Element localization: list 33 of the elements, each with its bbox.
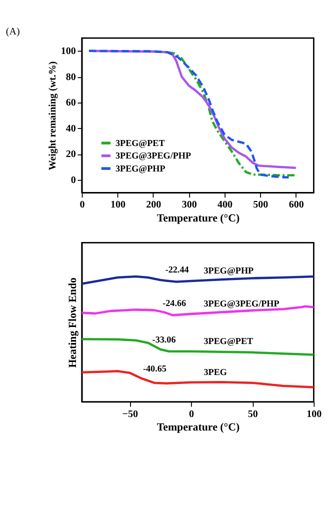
x-tick-label: 500	[253, 200, 268, 211]
y-axis-title: Heating Flow Endo	[66, 276, 79, 368]
annotation: -24.66	[162, 298, 187, 308]
y-tick-label: 20	[66, 149, 76, 160]
annotation: -33.06	[152, 334, 176, 344]
legend-label: 3PEG@PET	[115, 138, 165, 148]
series-label: 3PEG@PHP	[204, 266, 254, 276]
x-tick-label: 50	[248, 408, 258, 420]
y-tick-label: 0	[70, 174, 76, 186]
y-tick-label: 100	[60, 46, 76, 58]
x-tick-label: −50	[122, 408, 138, 420]
y-tick-label: 60	[66, 98, 76, 109]
legend-label: 3PEG@3PEG/PHP	[115, 150, 192, 161]
x-tick-label: 0	[188, 408, 194, 420]
x-axis-title: Temperature (°C)	[156, 421, 240, 434]
y-tick-label: 40	[66, 123, 76, 134]
x-tick-label: 300	[182, 200, 197, 211]
chart-title: (A)	[6, 26, 20, 38]
x-tick-label: 100	[306, 408, 322, 420]
legend-label: 3PEG@PHP	[115, 163, 166, 174]
x-tick-label: 400	[217, 200, 232, 211]
x-tick-label: 200	[146, 200, 162, 211]
x-axis-title: Temperature (°C)	[156, 212, 240, 224]
y-tick-label: 80	[66, 72, 76, 83]
x-tick-label: 600	[288, 200, 304, 211]
x-tick-label: 100	[110, 200, 126, 211]
series-label: 3PEG@3PEG/PHP	[204, 298, 280, 309]
annotation: -22.44	[165, 264, 190, 274]
annotation: -40.65	[142, 363, 167, 374]
y-axis-title: Weight remaining (wt.%)	[47, 61, 58, 170]
series-label: 3PEG@PET	[204, 336, 254, 346]
x-tick-label: 0	[80, 200, 85, 211]
series-label: 3PEG	[204, 367, 227, 378]
